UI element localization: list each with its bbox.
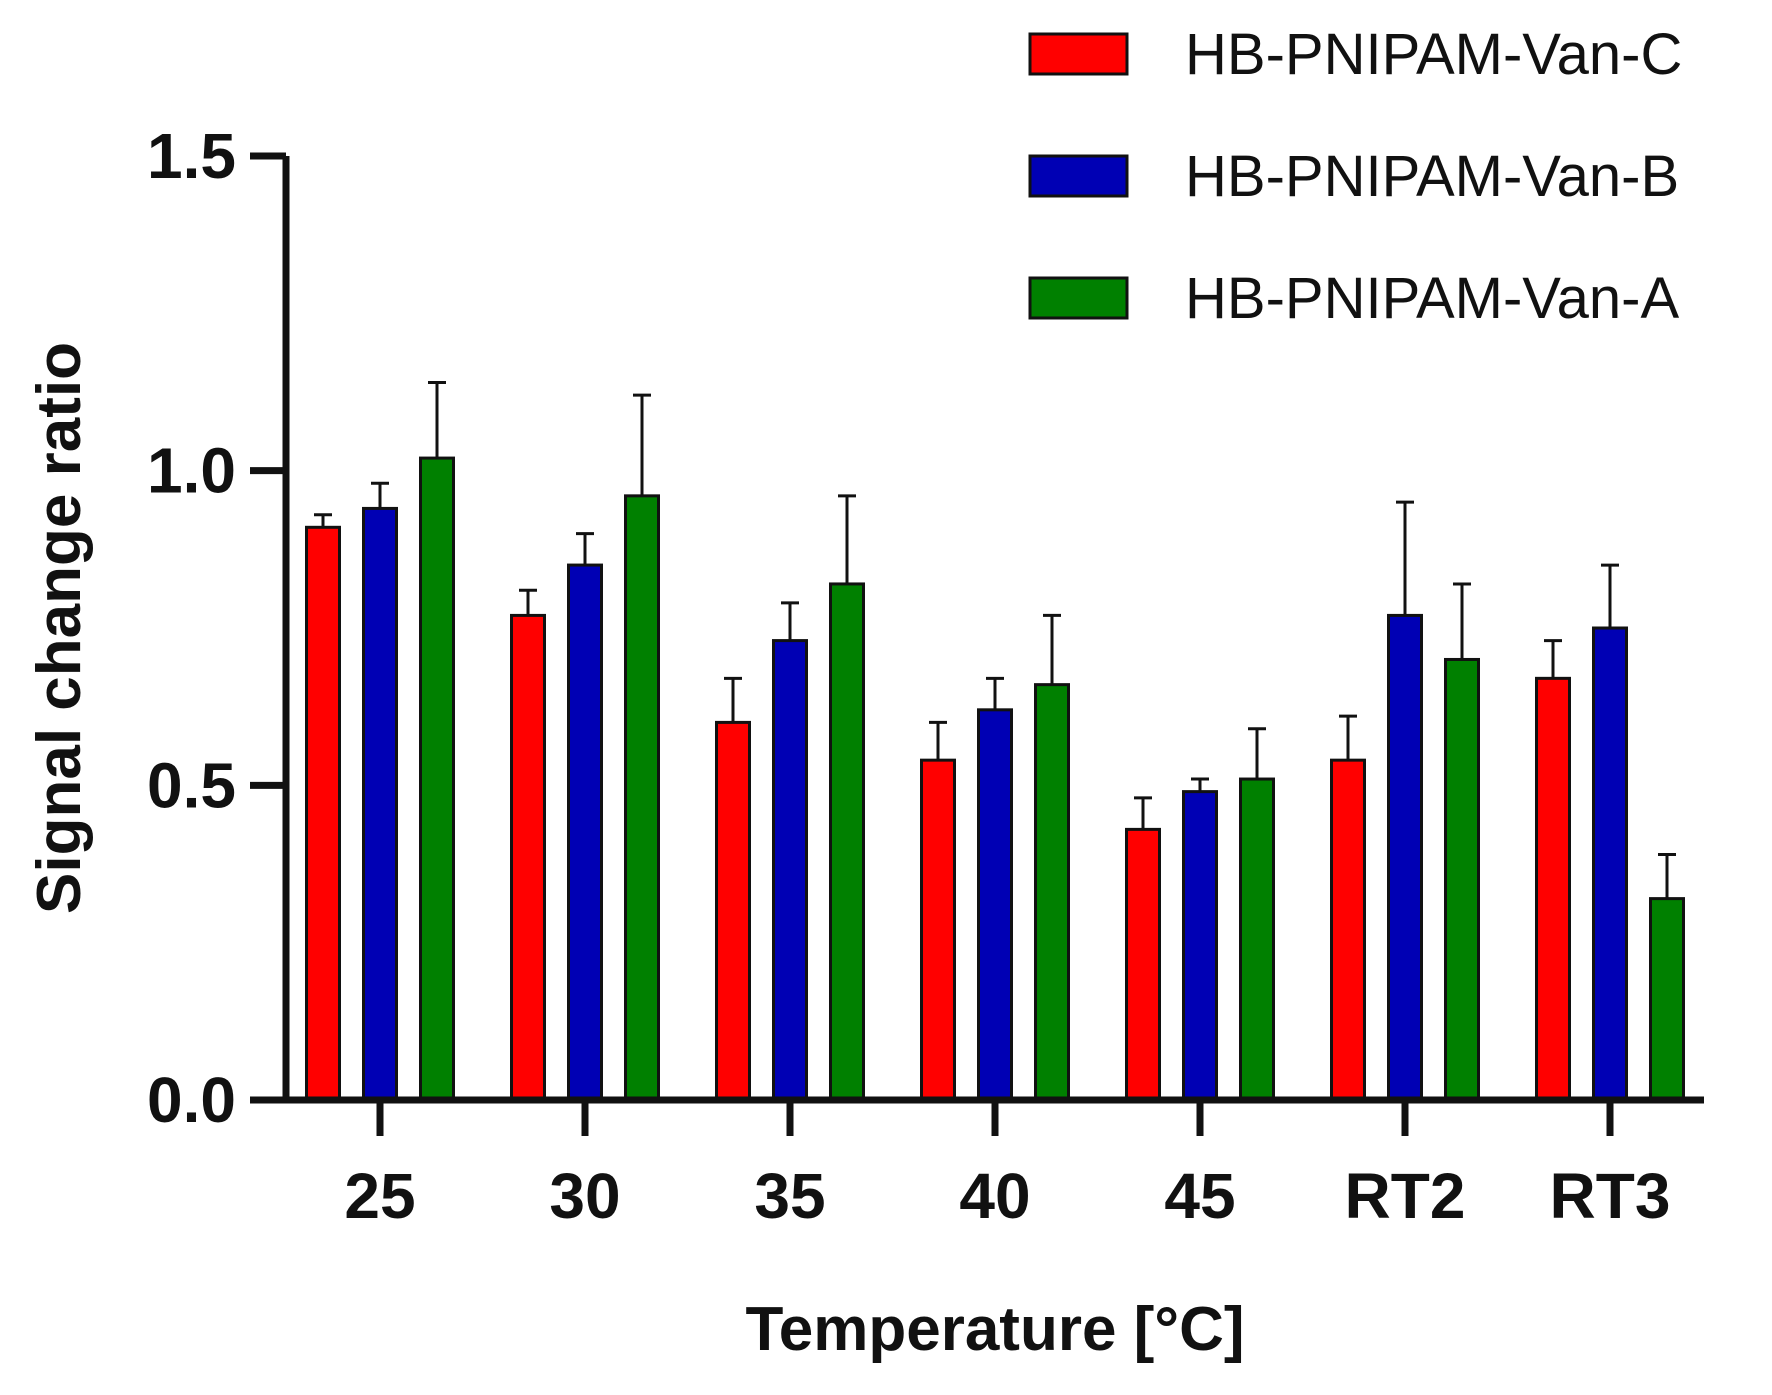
bar bbox=[1535, 676, 1571, 1102]
bar bbox=[624, 494, 660, 1102]
error-bars-layer bbox=[314, 381, 1676, 899]
bars-layer bbox=[305, 456, 1685, 1102]
y-axis-title: Signal change ratio bbox=[25, 342, 94, 914]
x-tick-label: 25 bbox=[344, 1160, 415, 1232]
legend-label: HB-PNIPAM-Van-B bbox=[1185, 144, 1679, 209]
x-tick-label: 40 bbox=[959, 1160, 1030, 1232]
legend: HB-PNIPAM-Van-C HB-PNIPAM-Van-B HB-PNIPAM-… bbox=[1028, 22, 1682, 331]
bar bbox=[772, 639, 808, 1102]
legend-swatch bbox=[1028, 32, 1129, 76]
bar bbox=[362, 506, 398, 1102]
x-tick-label: 30 bbox=[549, 1160, 620, 1232]
bar bbox=[305, 525, 341, 1102]
legend-swatch bbox=[1028, 154, 1129, 198]
bar bbox=[1330, 758, 1366, 1102]
x-tick-label: 45 bbox=[1164, 1160, 1235, 1232]
bar bbox=[1034, 683, 1070, 1102]
bar bbox=[1182, 790, 1218, 1102]
y-ticks: 0.0 0.5 1.0 1.5 bbox=[147, 120, 286, 1136]
bar bbox=[1387, 613, 1423, 1102]
bar bbox=[977, 708, 1013, 1102]
y-tick-label: 0.0 bbox=[147, 1064, 236, 1136]
y-tick-label: 0.5 bbox=[147, 749, 236, 821]
x-ticks: 25 30 35 40 45 RT2 RT3 bbox=[344, 1100, 1670, 1232]
bar bbox=[1649, 897, 1685, 1102]
bar bbox=[715, 720, 751, 1102]
bar bbox=[1125, 827, 1161, 1102]
bar bbox=[1239, 777, 1275, 1102]
bar bbox=[829, 582, 865, 1102]
y-tick-label: 1.5 bbox=[147, 120, 236, 192]
bar bbox=[920, 758, 956, 1102]
bar bbox=[1592, 626, 1628, 1102]
y-tick-label: 1.0 bbox=[147, 435, 236, 507]
x-tick-label: RT2 bbox=[1345, 1160, 1466, 1232]
x-tick-label: RT3 bbox=[1550, 1160, 1671, 1232]
bar bbox=[1444, 657, 1480, 1102]
x-tick-label: 35 bbox=[754, 1160, 825, 1232]
legend-label: HB-PNIPAM-Van-C bbox=[1185, 22, 1682, 87]
bar bbox=[567, 563, 603, 1102]
legend-swatch bbox=[1028, 276, 1129, 320]
bar bbox=[419, 456, 455, 1102]
bar bbox=[510, 613, 546, 1102]
x-axis-title: Temperature [°C] bbox=[745, 1295, 1244, 1364]
legend-label: HB-PNIPAM-Van-A bbox=[1185, 266, 1679, 331]
